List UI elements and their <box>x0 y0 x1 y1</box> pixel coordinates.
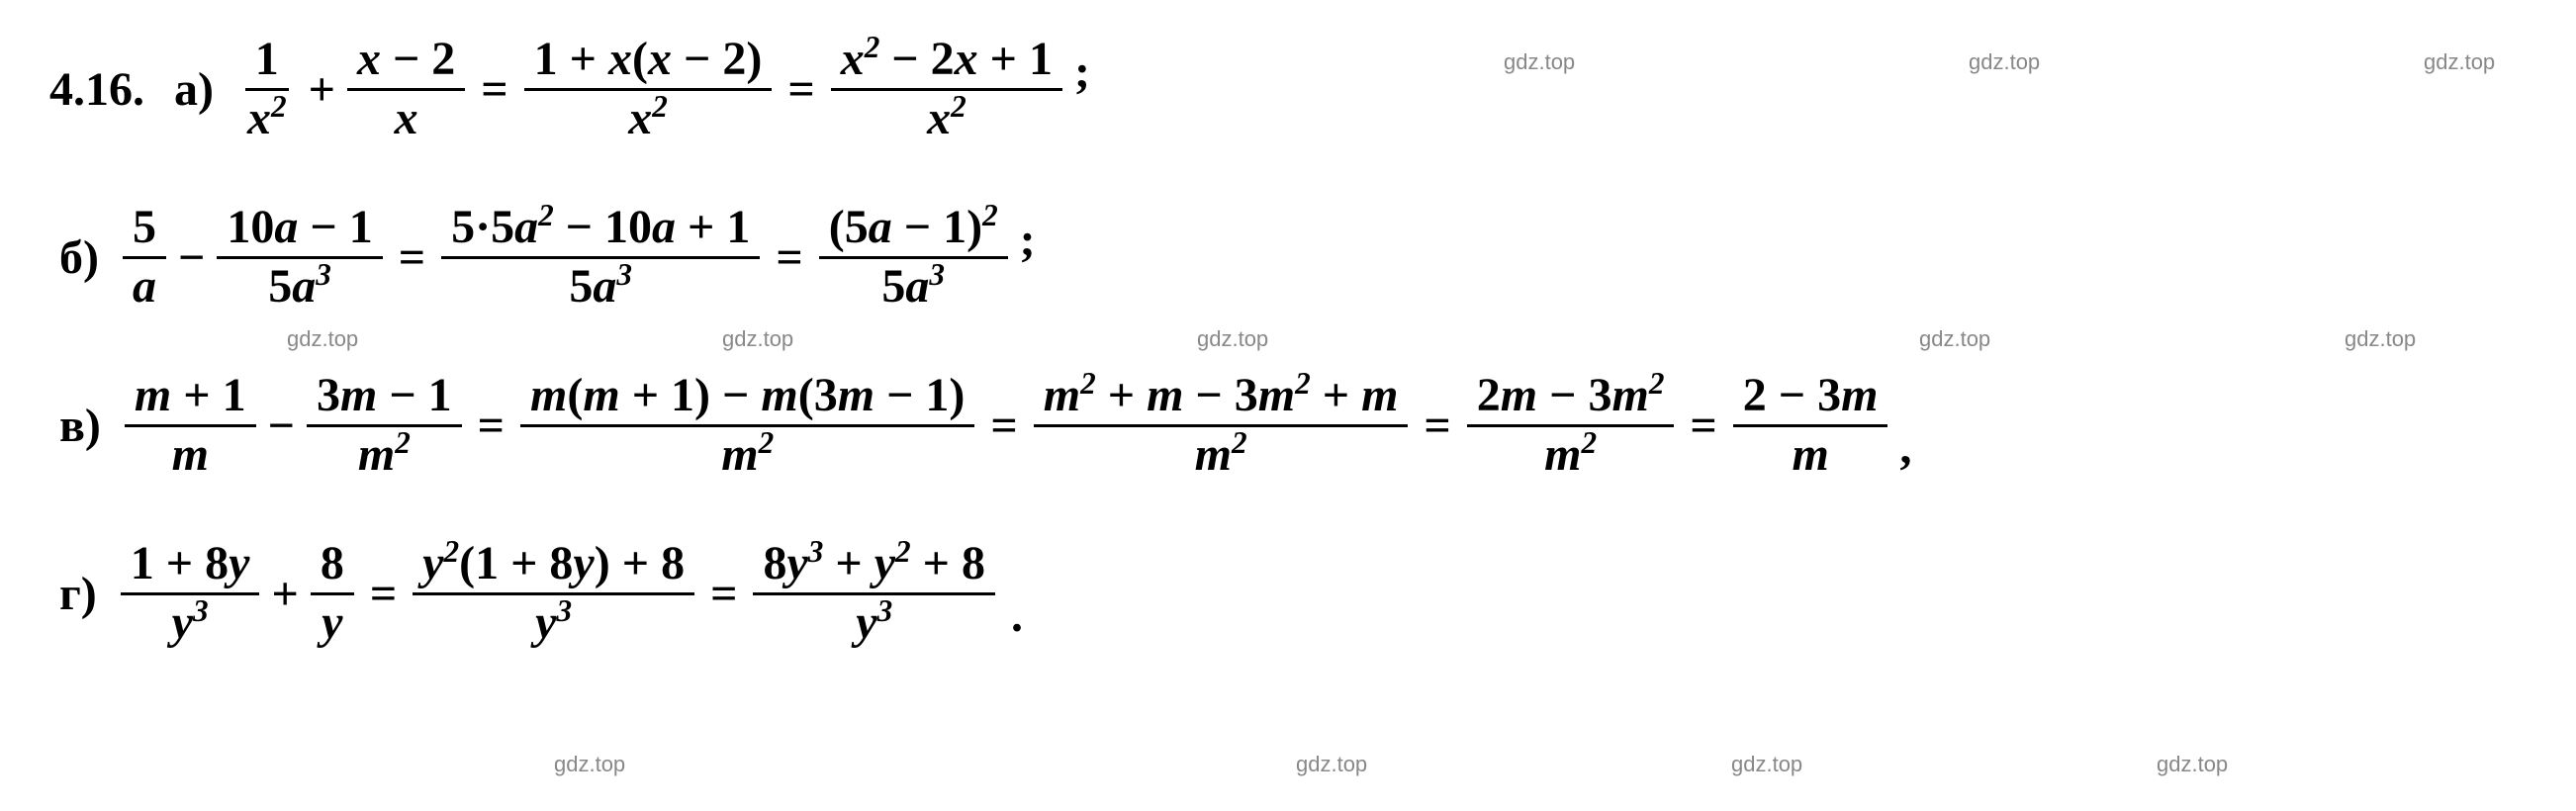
numerator: 1 + 8y <box>121 536 260 595</box>
watermark: gdz.top <box>1296 752 1367 777</box>
denominator: m2 <box>348 427 420 484</box>
watermark: gdz.top <box>287 326 358 352</box>
part-label-c: в) <box>59 399 101 453</box>
watermark: gdz.top <box>1919 326 1990 352</box>
watermark: gdz.top <box>1197 326 1268 352</box>
fraction-c2: 3m − 1 m2 <box>307 368 462 484</box>
operator-plus: + <box>309 62 335 117</box>
fraction-c1: m + 1 m <box>125 368 256 484</box>
numerator: 5·5a2 − 10a + 1 <box>441 200 760 259</box>
problem-number: 4.16. <box>49 62 144 117</box>
fraction-b2: 10a − 1 5a3 <box>217 200 382 315</box>
denominator: m <box>162 427 219 484</box>
denominator: 5a3 <box>872 259 955 315</box>
numerator: y2(1 + 8y) + 8 <box>413 536 694 595</box>
equals: = <box>1690 399 1716 453</box>
numerator: (5a − 1)2 <box>819 200 1008 259</box>
fraction-b3: 5·5a2 − 10a + 1 5a3 <box>441 200 760 315</box>
numerator: 1 <box>245 32 289 91</box>
operator-plus: + <box>271 567 298 621</box>
numerator: 2m − 3m2 <box>1467 368 1675 427</box>
denominator: y <box>312 595 352 652</box>
equals: = <box>370 567 397 621</box>
denominator: m2 <box>1534 427 1607 484</box>
denominator: x2 <box>618 91 678 147</box>
watermark: gdz.top <box>1504 49 1575 75</box>
denominator: 5a3 <box>258 259 341 315</box>
line-d: г) 1 + 8y y3 + 8 y = y2(1 + 8y) + 8 y3 =… <box>49 524 2527 663</box>
fraction-d1: 1 + 8y y3 <box>121 536 260 652</box>
fraction-c3: m(m + 1) − m(3m − 1) m2 <box>520 368 974 484</box>
numerator: m2 + m − 3m2 + m <box>1034 368 1409 427</box>
numerator: x2 − 2x + 1 <box>831 32 1062 91</box>
denominator: y3 <box>162 595 219 652</box>
part-label-d: г) <box>59 567 97 621</box>
line-a: 4.16. а) 1 x2 + x − 2 x = 1 + x(x − 2) x… <box>49 20 2527 158</box>
numerator: m(m + 1) − m(3m − 1) <box>520 368 974 427</box>
part-label-a: а) <box>174 62 214 117</box>
denominator: y3 <box>525 595 582 652</box>
fraction-d4: 8y3 + y2 + 8 y3 <box>753 536 995 652</box>
watermark: gdz.top <box>2157 752 2228 777</box>
fraction-d2: 8 y <box>311 536 354 652</box>
watermark: gdz.top <box>1731 752 1802 777</box>
watermark: gdz.top <box>2345 326 2416 352</box>
watermark: gdz.top <box>554 752 625 777</box>
period: . <box>1011 588 1023 643</box>
part-label-b: б) <box>59 230 99 285</box>
line-b: б) 5 a − 10a − 1 5a3 = 5·5a2 − 10a + 1 5… <box>49 188 2527 326</box>
operator-minus: − <box>268 399 295 453</box>
equals: = <box>990 399 1017 453</box>
fraction-a4: x2 − 2x + 1 x2 <box>831 32 1062 147</box>
watermark: gdz.top <box>1969 49 2040 75</box>
equals: = <box>478 399 505 453</box>
denominator: a <box>123 259 166 315</box>
fraction-a2: x − 2 x <box>347 32 465 147</box>
denominator: 5a3 <box>559 259 642 315</box>
equals: = <box>776 230 802 285</box>
fraction-a3: 1 + x(x − 2) x2 <box>524 32 773 147</box>
denominator: x2 <box>917 91 976 147</box>
denominator: x <box>385 91 428 147</box>
denominator: m <box>1782 427 1838 484</box>
numerator: m + 1 <box>125 368 256 427</box>
numerator: 1 + x(x − 2) <box>524 32 773 91</box>
denominator: m2 <box>711 427 783 484</box>
numerator: 5 <box>123 200 166 259</box>
line-c: в) m + 1 m − 3m − 1 m2 = m(m + 1) − m(3m… <box>49 356 2527 495</box>
fraction-b4: (5a − 1)2 5a3 <box>819 200 1008 315</box>
comma: , <box>1899 420 1911 475</box>
watermark: gdz.top <box>2424 49 2495 75</box>
equals: = <box>399 230 425 285</box>
denominator: x2 <box>237 91 297 147</box>
semicolon: ; <box>1020 213 1036 267</box>
numerator: 3m − 1 <box>307 368 462 427</box>
numerator: 10a − 1 <box>217 200 382 259</box>
equals: = <box>787 62 814 117</box>
fraction-c5: 2m − 3m2 m2 <box>1467 368 1675 484</box>
numerator: 8y3 + y2 + 8 <box>753 536 995 595</box>
numerator: 8 <box>311 536 354 595</box>
semicolon: ; <box>1074 45 1090 99</box>
equals: = <box>481 62 507 117</box>
watermark: gdz.top <box>722 326 793 352</box>
fraction-a1: 1 x2 <box>237 32 297 147</box>
denominator: m2 <box>1185 427 1257 484</box>
numerator: x − 2 <box>347 32 465 91</box>
denominator: y3 <box>846 595 902 652</box>
fraction-d3: y2(1 + 8y) + 8 y3 <box>413 536 694 652</box>
operator-minus: − <box>178 230 205 285</box>
fraction-b1: 5 a <box>123 200 166 315</box>
fraction-c4: m2 + m − 3m2 + m m2 <box>1034 368 1409 484</box>
fraction-c6: 2 − 3m m <box>1733 368 1888 484</box>
numerator: 2 − 3m <box>1733 368 1888 427</box>
equals: = <box>710 567 737 621</box>
equals: = <box>1424 399 1450 453</box>
